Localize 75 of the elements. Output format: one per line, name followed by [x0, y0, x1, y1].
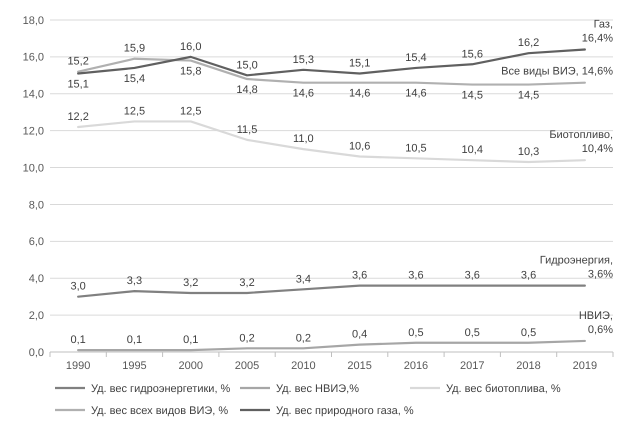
data-label: 15,6 — [462, 48, 483, 60]
data-label: 3,3 — [126, 275, 142, 288]
x-tick-label: 2017 — [460, 360, 484, 372]
data-label: 15,3 — [292, 54, 314, 66]
y-tick-label: 16,0 — [22, 52, 44, 64]
x-tick-label: 1990 — [66, 360, 90, 372]
legend-label: Уд. вес гидроэнергетики, % — [91, 382, 231, 395]
data-label: 0,1 — [126, 334, 142, 346]
annotation: НВИЭ, 0,6% — [578, 310, 614, 336]
data-label: 14,6 — [348, 88, 370, 100]
data-label: 11,0 — [293, 133, 314, 146]
data-label: 15,2 — [67, 56, 89, 68]
y-tick-label: 6,0 — [28, 236, 44, 248]
data-label: 0,5 — [520, 326, 536, 339]
data-label: 15,4 — [405, 52, 427, 64]
data-label: 0,5 — [464, 326, 480, 339]
data-label: 14,5 — [518, 90, 540, 102]
x-tick-label: 2016 — [404, 360, 428, 372]
legend-label: Уд. вес всех видов ВИЭ, % — [91, 404, 228, 417]
data-label: 0,1 — [70, 334, 86, 346]
data-label: 10,6 — [348, 140, 370, 152]
data-label: 14,5 — [462, 90, 483, 102]
x-tick-label: 2000 — [178, 360, 203, 372]
data-label: 3,2 — [183, 276, 198, 289]
annotation: Газ, 16,4% — [582, 18, 614, 45]
data-label: 14,6 — [405, 88, 427, 100]
data-label: 3,0 — [70, 280, 86, 293]
data-label: 14,8 — [236, 84, 258, 96]
data-label: 16,0 — [180, 40, 202, 53]
data-label: 3,6 — [520, 270, 536, 282]
y-tick-label: 10,0 — [22, 162, 44, 174]
x-tick-label: 2015 — [347, 360, 372, 372]
data-label: 15,1 — [348, 57, 370, 70]
data-label: 3,4 — [296, 273, 311, 286]
y-tick-label: 18,0 — [22, 14, 44, 27]
data-label: 0,1 — [183, 334, 198, 346]
y-tick-label: 8,0 — [28, 199, 44, 212]
annotation: Гидроэнергия, 3,6% — [540, 254, 614, 281]
data-label: 0,5 — [408, 326, 424, 339]
x-tick-label: 2010 — [291, 360, 316, 372]
data-label: 0,4 — [352, 328, 368, 341]
data-label: 10,5 — [405, 142, 427, 154]
data-label: 15,9 — [124, 42, 146, 55]
y-tick-label: 4,0 — [28, 273, 44, 286]
x-tick-label: 1995 — [122, 360, 147, 372]
data-label: 10,3 — [518, 146, 540, 158]
data-label: 15,4 — [124, 72, 146, 85]
y-tick-label: 0,0 — [28, 346, 44, 359]
x-tick-label: 2005 — [234, 360, 260, 372]
data-label: 15,1 — [67, 78, 89, 90]
data-label: 16,2 — [518, 37, 540, 50]
annotation: Все виды ВИЭ, 14,6% — [501, 66, 614, 78]
data-label: 3,2 — [239, 276, 255, 289]
data-label: 12,5 — [180, 105, 202, 118]
data-label: 12,5 — [124, 105, 146, 118]
legend-label: Уд. вес биотоплива, % — [446, 382, 561, 395]
y-tick-label: 2,0 — [28, 310, 44, 322]
legend-label: Уд. вес природного газа, % — [276, 404, 414, 417]
x-tick-label: 2019 — [572, 360, 598, 372]
data-label: 3,6 — [408, 270, 424, 282]
annotation: Биотопливо, 10,4% — [549, 129, 614, 156]
data-label: 3,6 — [352, 270, 368, 282]
data-label: 12,2 — [67, 110, 89, 123]
data-label: 15,0 — [236, 59, 258, 72]
y-tick-label: 14,0 — [22, 88, 44, 101]
y-tick-label: 12,0 — [22, 126, 44, 138]
data-label: 10,4 — [462, 144, 483, 156]
data-label: 11,5 — [236, 124, 258, 136]
data-label: 3,6 — [464, 270, 480, 282]
data-label: 15,8 — [180, 66, 202, 78]
legend-label: Уд. вес НВИЭ,% — [276, 382, 360, 395]
data-label: 14,6 — [292, 88, 314, 100]
x-tick-label: 2018 — [516, 360, 541, 372]
data-label: 0,2 — [296, 332, 311, 344]
data-label: 0,2 — [239, 332, 255, 344]
